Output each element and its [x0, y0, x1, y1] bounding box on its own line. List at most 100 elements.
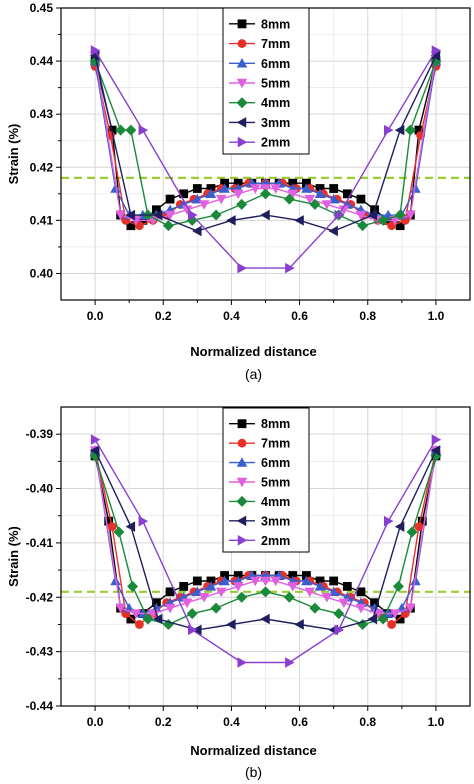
data-point-4mm [142, 613, 154, 625]
x-axis-label: Normalized distance [190, 743, 316, 758]
data-point-3mm [152, 613, 163, 625]
data-point-4mm [260, 586, 271, 598]
data-point-8mm [395, 614, 405, 624]
x-tick-label: 0.4 [223, 715, 240, 729]
data-point-7mm [387, 620, 397, 629]
data-point-5mm [115, 210, 126, 221]
panel-label: (b) [245, 764, 262, 780]
data-point-5mm [405, 603, 416, 614]
data-point-3mm [367, 209, 378, 221]
legend-marker-5mm [236, 78, 248, 89]
data-point-8mm [302, 178, 311, 188]
data-point-3mm [125, 521, 136, 532]
data-point-6mm [205, 188, 217, 199]
legend-marker-4mm [236, 97, 248, 109]
data-point-3mm [192, 225, 202, 237]
data-point-2mm [334, 624, 345, 636]
data-point-5mm [115, 603, 126, 614]
data-point-3mm [260, 613, 270, 625]
legend: 8mm 7mm 6mm 5mm 4mm 3mm 2mm [222, 407, 310, 553]
legend-label-5mm: 5mm [261, 77, 290, 91]
data-point-3mm [125, 209, 136, 221]
data-point-5mm [304, 194, 316, 205]
data-point-4mm [186, 608, 198, 620]
legend-marker-5mm [236, 477, 248, 488]
legend-marker-4mm [236, 495, 248, 507]
data-point-5mm [130, 609, 142, 619]
legend-marker-3mm [236, 117, 247, 128]
data-point-8mm [342, 189, 352, 199]
data-point-2mm [285, 262, 295, 274]
data-point-5mm [321, 593, 333, 603]
legend: 8mm 7mm 6mm 5mm 4mm 3mm 2mm [222, 7, 310, 155]
legend-marker-8mm [237, 419, 247, 429]
data-point-6mm [314, 581, 326, 591]
data-point-6mm [410, 183, 421, 193]
series-2mm [90, 434, 442, 668]
data-point-2mm [334, 209, 345, 221]
legend-label-5mm: 5mm [261, 476, 290, 490]
legend-label-6mm: 6mm [261, 456, 290, 470]
legend-box [222, 7, 310, 155]
legend-marker-6mm [236, 457, 248, 467]
legend-label-7mm: 7mm [261, 437, 290, 451]
data-point-5mm [232, 582, 244, 592]
x-tick-label: 0.0 [87, 715, 104, 729]
data-point-5mm [198, 200, 210, 210]
x-tick-label: 1.0 [428, 309, 445, 323]
data-point-8mm [152, 205, 161, 215]
data-point-4mm [236, 198, 248, 210]
x-tick-label: 0.2 [155, 309, 172, 323]
data-point-5mm [164, 603, 176, 614]
data-point-3mm [294, 215, 304, 226]
data-point-2mm [285, 657, 295, 668]
data-point-4mm [283, 193, 295, 205]
data-point-8mm [315, 184, 325, 193]
legend-label-6mm: 6mm [261, 57, 290, 71]
data-point-8mm [288, 571, 298, 580]
data-point-2mm [237, 657, 247, 668]
data-point-8mm [192, 184, 202, 193]
data-point-8mm [356, 194, 366, 204]
legend-marker-8mm [237, 19, 247, 29]
data-point-5mm [164, 210, 176, 221]
legend-label-4mm: 4mm [261, 495, 290, 509]
data-point-5mm [304, 587, 316, 598]
y-tick-label: -0.39 [26, 427, 54, 441]
data-point-2mm [383, 515, 394, 527]
series-4mm [89, 450, 442, 630]
y-tick-label: -0.42 [26, 590, 54, 604]
data-point-2mm [187, 209, 198, 221]
data-point-8mm [206, 576, 216, 586]
data-point-5mm [389, 609, 401, 619]
y-tick-label: -0.44 [26, 699, 54, 713]
data-point-3mm [394, 124, 405, 136]
data-point-7mm [414, 522, 424, 531]
data-point-8mm [315, 576, 325, 586]
data-point-3mm [394, 521, 405, 532]
data-point-2mm [90, 45, 101, 56]
data-point-4mm [377, 214, 389, 226]
series-line-2mm [94, 50, 437, 269]
data-point-2mm [431, 434, 442, 445]
legend-label-7mm: 7mm [261, 37, 290, 51]
data-point-8mm [179, 582, 189, 591]
legend-label-8mm: 8mm [261, 17, 290, 31]
data-point-5mm [215, 194, 227, 205]
data-point-4mm [394, 209, 406, 221]
data-point-3mm [226, 215, 236, 226]
data-point-3mm [430, 445, 441, 456]
data-point-8mm [165, 587, 175, 597]
y-tick-label: 0.43 [30, 107, 54, 121]
data-point-4mm [210, 602, 222, 614]
data-point-5mm [270, 576, 282, 587]
legend-marker-7mm [237, 438, 247, 448]
data-point-5mm [355, 603, 367, 614]
legend-label-2mm: 2mm [261, 136, 290, 150]
legend-marker-2mm [237, 136, 248, 148]
data-point-7mm [134, 620, 144, 629]
data-point-8mm [370, 598, 379, 608]
data-point-3mm [328, 225, 338, 237]
data-point-6mm [205, 581, 217, 591]
